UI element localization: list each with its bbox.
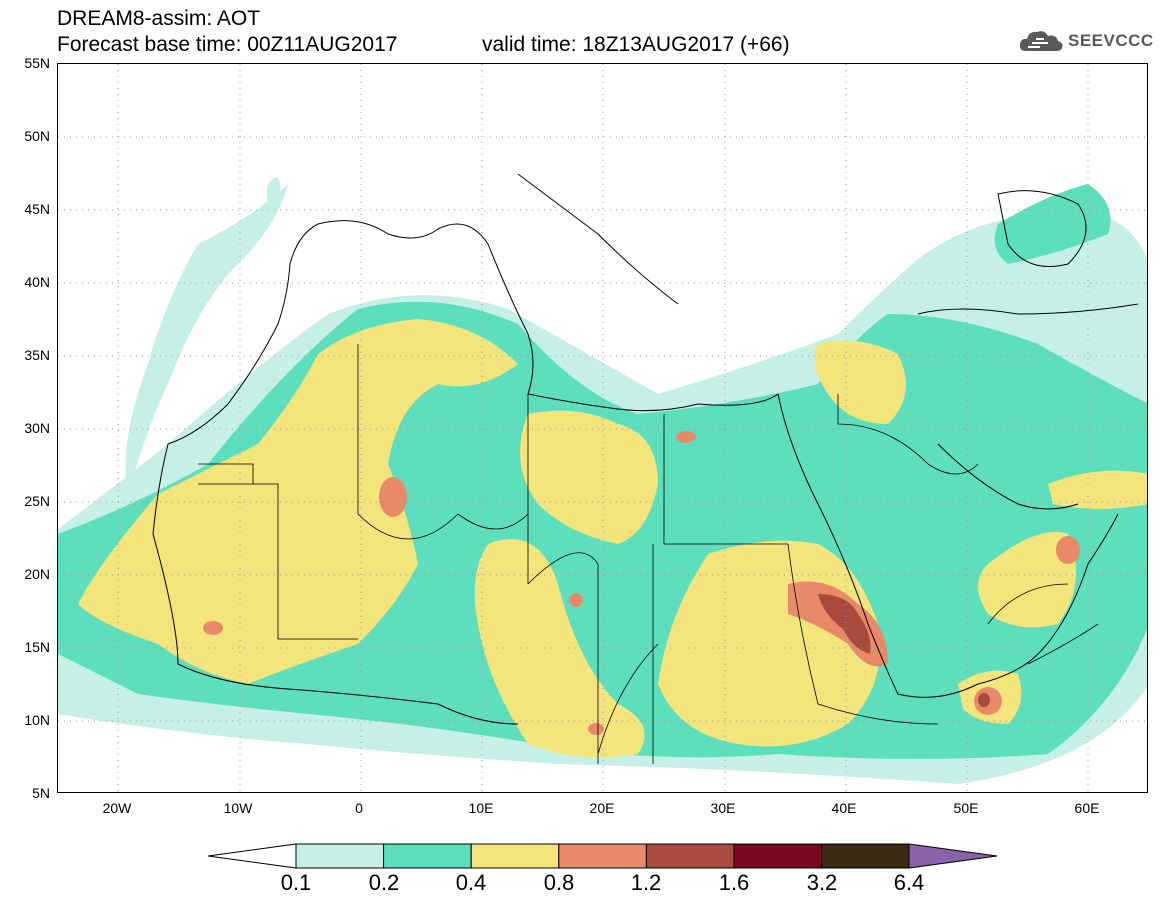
- seevccc-logo: SEEVCCC: [1018, 26, 1154, 56]
- colorbar-bin: [470, 843, 560, 869]
- lat-label: 30N: [24, 420, 50, 436]
- lon-label: 20W: [102, 800, 132, 816]
- colorbar-bin: [821, 843, 910, 869]
- aot-field: [58, 64, 1147, 792]
- lat-label: 25N: [24, 493, 50, 509]
- base-time-label: Forecast base time: 00Z11AUG2017: [57, 33, 398, 56]
- country-borders: [198, 344, 1099, 764]
- colorbar-label: 0.1: [280, 870, 312, 895]
- colorbar-over-triangle: [908, 843, 998, 869]
- aot-contour-0.1: [125, 184, 288, 494]
- product-title: DREAM8-assim: AOT: [57, 7, 261, 30]
- colorbar: [207, 843, 998, 869]
- aot-contour-1.2: [978, 693, 990, 707]
- lon-label: 50E: [953, 800, 979, 816]
- lon-label: 40E: [831, 800, 857, 816]
- lat-label: 55N: [24, 55, 50, 71]
- aot-contour-0.8: [588, 723, 604, 735]
- lat-label: 20N: [24, 566, 50, 582]
- colorbar-label: 0.4: [455, 870, 487, 895]
- colorbar-bin: [383, 843, 472, 869]
- aot-contour-0.8: [379, 477, 407, 517]
- colorbar-label: 0.8: [543, 870, 575, 895]
- lon-label: 10W: [223, 800, 253, 816]
- lat-label: 35N: [24, 347, 50, 363]
- aot-contour-0.4: [814, 340, 906, 424]
- lat-label: 40N: [24, 274, 50, 290]
- aot-contour-0.4: [1048, 470, 1147, 509]
- cloud-icon: [1019, 31, 1063, 51]
- logo-text: SEEVCCC: [1068, 31, 1154, 50]
- lon-label: 20E: [589, 800, 615, 816]
- colorbar-label: 3.2: [806, 870, 838, 895]
- lon-label: 60E: [1074, 800, 1100, 816]
- colorbar-bin: [645, 843, 735, 869]
- colorbar-label: 1.2: [630, 870, 662, 895]
- aot-contour-0.8: [1056, 536, 1080, 564]
- colorbar-bin: [558, 843, 647, 869]
- lon-label: 10E: [468, 800, 494, 816]
- aot-contour-0.4: [520, 410, 658, 544]
- aot-contour-1.2: [818, 594, 871, 654]
- colorbar-bin: [295, 843, 385, 869]
- lat-label: 5N: [32, 785, 50, 801]
- aot-contour-0.8: [569, 593, 583, 607]
- colorbar-label: 6.4: [893, 870, 925, 895]
- colorbar-under-triangle: [207, 843, 297, 869]
- colorbar-label: 1.6: [718, 870, 750, 895]
- coastlines: [152, 173, 1139, 725]
- lat-label: 10N: [24, 712, 50, 728]
- aot-contour-0.8: [203, 621, 223, 635]
- colorbar-label: 0.2: [368, 870, 400, 895]
- aot-contour-0.4: [978, 532, 1076, 628]
- lat-label: 45N: [24, 201, 50, 217]
- colorbar-bin: [733, 843, 823, 869]
- lat-label: 15N: [24, 639, 50, 655]
- aot-contour-0.1: [266, 177, 281, 207]
- aot-map: [57, 63, 1148, 793]
- lat-label: 50N: [24, 128, 50, 144]
- lon-label: 30E: [710, 800, 736, 816]
- aot-contour-0.8: [676, 431, 696, 443]
- lon-label: 0: [355, 800, 363, 816]
- valid-time-label: valid time: 18Z13AUG2017 (+66): [482, 33, 790, 56]
- aot-contour-0.2: [994, 184, 1111, 264]
- aot-contour-0.4: [474, 539, 645, 758]
